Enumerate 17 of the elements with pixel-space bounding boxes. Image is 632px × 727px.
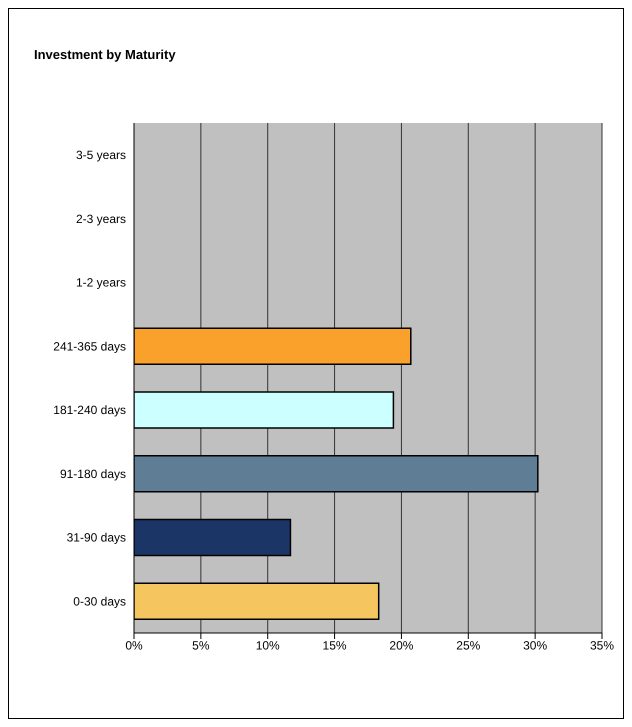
x-tick-label: 25%	[456, 638, 481, 653]
x-tick-label: 15%	[322, 638, 347, 653]
y-tick-label: 31-90 days	[66, 530, 126, 545]
y-tick-label: 241-365 days	[53, 339, 126, 354]
x-tick-label: 10%	[256, 638, 280, 653]
y-tick-label: 1-2 years	[76, 276, 126, 290]
y-tick-label: 2-3 years	[76, 212, 126, 226]
x-tick-label: 5%	[192, 638, 210, 653]
chart-title: Investment by Maturity	[34, 47, 176, 62]
x-tick-label: 0%	[125, 638, 143, 653]
y-tick-label: 181-240 days	[53, 403, 126, 418]
x-tick-label: 20%	[389, 638, 414, 653]
y-tick-label: 91-180 days	[60, 466, 126, 481]
x-tick-label: 30%	[523, 638, 548, 653]
y-tick-label: 3-5 years	[76, 148, 126, 162]
y-tick-label: 0-30 days	[73, 594, 126, 608]
x-tick-label: 35%	[590, 638, 614, 653]
